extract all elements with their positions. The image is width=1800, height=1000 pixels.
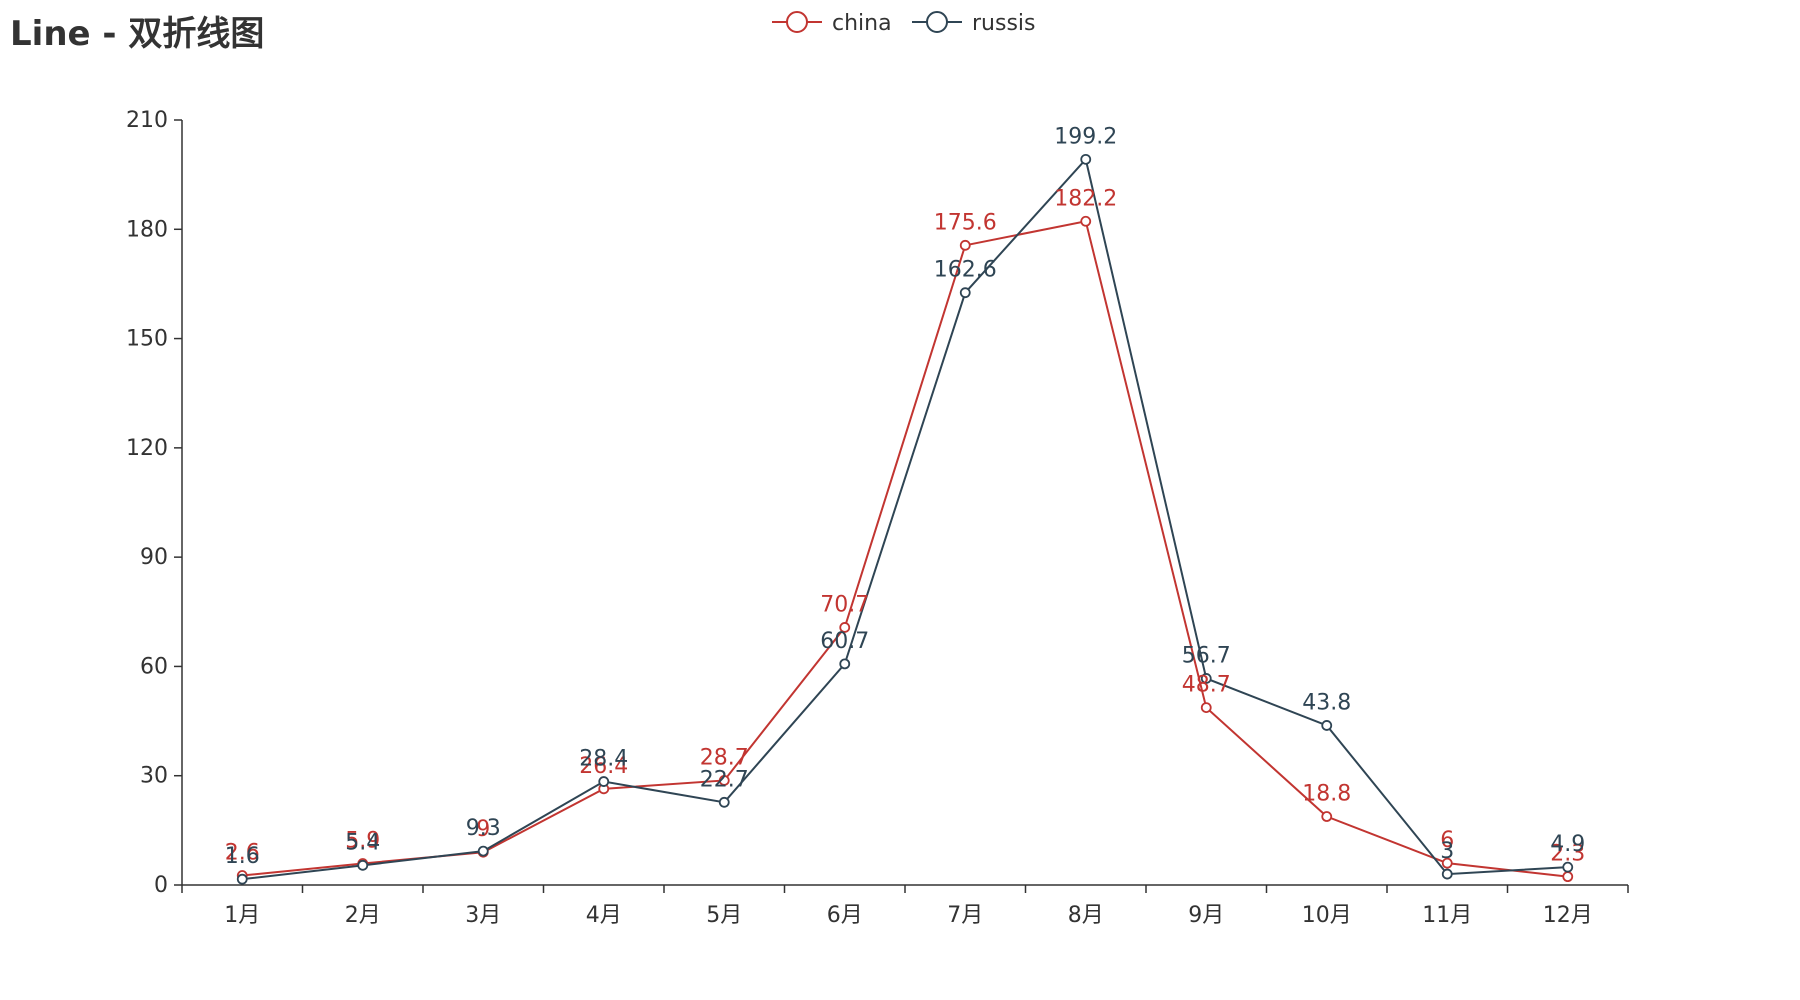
data-label-china: 18.8 (1302, 782, 1351, 807)
x-tick-label: 7月 (947, 903, 983, 928)
data-label-china: 9 (476, 817, 490, 842)
legend-circle-icon (926, 11, 948, 33)
legend-label: china (832, 11, 892, 36)
data-point-russis[interactable] (1200, 673, 1212, 684)
x-tick-label: 10月 (1302, 903, 1352, 928)
data-label-china: 182.2 (1054, 186, 1117, 211)
y-tick-label: 60 (140, 654, 168, 679)
legend-item-russis[interactable]: russis (912, 11, 1036, 36)
legend-item-china[interactable]: china (772, 11, 892, 36)
data-label-russis: 28.4 (579, 747, 628, 772)
data-label-russis: 56.7 (1182, 643, 1231, 668)
data-point-china[interactable] (1562, 871, 1574, 883)
data-label-china: 5.9 (345, 829, 380, 854)
data-label-china: 48.7 (1182, 673, 1231, 698)
data-label-china: 6 (1440, 828, 1454, 853)
data-label-russis: 60.7 (820, 629, 869, 654)
data-label-russis: 1.6 (225, 844, 260, 869)
data-point-russis[interactable] (598, 776, 610, 787)
data-label-russis: 162.6 (934, 258, 997, 283)
x-tick-label: 11月 (1422, 903, 1472, 928)
x-tick-label: 9月 (1188, 903, 1224, 928)
data-point-china[interactable] (1321, 811, 1333, 822)
data-point-china[interactable] (839, 622, 851, 633)
y-tick-label: 120 (126, 436, 168, 461)
data-label-russis: 199.2 (1054, 124, 1117, 149)
legend[interactable]: china russis (772, 11, 1036, 36)
data-label-russis: 43.8 (1302, 690, 1351, 715)
x-tick-label: 5月 (706, 903, 742, 928)
data-point-china[interactable] (959, 239, 971, 251)
y-tick-label: 0 (154, 873, 168, 898)
data-point-russis[interactable] (959, 287, 971, 299)
x-tick-label: 8月 (1068, 903, 1104, 928)
data-label-russis: 5.4 (345, 830, 380, 855)
data-point-russis[interactable] (1321, 720, 1333, 731)
data-label-russis: 4.9 (1550, 832, 1585, 857)
data-label-china: 175.6 (934, 210, 997, 235)
data-point-china[interactable] (1441, 857, 1453, 869)
data-label-china: 2.3 (1550, 842, 1585, 867)
data-point-russis[interactable] (839, 658, 851, 670)
data-label-russis: 3 (1440, 839, 1454, 864)
data-point-russis[interactable] (1080, 153, 1092, 165)
legend-label: russis (972, 11, 1036, 36)
y-tick-label: 210 (126, 108, 168, 133)
data-point-russis[interactable] (236, 873, 248, 885)
x-tick-label: 6月 (827, 903, 863, 928)
data-point-russis[interactable] (357, 859, 369, 871)
data-label-china: 70.7 (820, 592, 869, 617)
data-labels-layer: 2.6 5.9 9 26.4 28.7 70.7 175.6 182.2 48.7 18.8 6 2.… (225, 124, 1586, 869)
y-tick-label: 150 (126, 327, 168, 352)
x-tick-label: 4月 (586, 903, 622, 928)
x-tick-label: 12月 (1543, 903, 1593, 928)
data-label-china: 26.4 (579, 754, 628, 779)
data-label-russis: 9.3 (466, 816, 501, 841)
data-point-china[interactable] (1080, 215, 1092, 227)
data-point-china[interactable] (718, 775, 730, 786)
y-tick-label: 30 (140, 764, 168, 789)
series-line-russis (242, 157, 1568, 881)
legend-circle-icon (786, 11, 808, 33)
x-tick-label: 1月 (224, 903, 260, 928)
data-point-russis[interactable] (718, 796, 730, 808)
chart-title: Line - 双折线图 (10, 14, 265, 54)
y-tick-label: 90 (140, 545, 168, 570)
data-point-russis[interactable] (1562, 861, 1574, 873)
data-point-russis[interactable] (1441, 868, 1453, 880)
data-label-china: 2.6 (225, 841, 260, 866)
axes: 0 30 60 90 120 150 180 210 1月 2月 3月 4月 5月 6月 7月 8月 9月 10月… (126, 108, 1629, 928)
data-point-russis[interactable] (477, 845, 489, 857)
x-tick-label: 2月 (345, 903, 381, 928)
data-point-china[interactable] (1200, 702, 1212, 713)
series-layer (236, 153, 1574, 885)
x-tick-label: 3月 (465, 903, 501, 928)
data-label-china: 28.7 (700, 745, 749, 770)
y-tick-label: 180 (126, 217, 168, 242)
data-label-russis: 22.7 (700, 767, 749, 792)
